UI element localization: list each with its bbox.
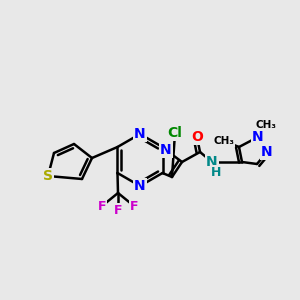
Text: Cl: Cl — [168, 126, 182, 140]
Text: F: F — [98, 200, 106, 212]
Text: N: N — [261, 145, 273, 159]
Text: CH₃: CH₃ — [214, 136, 235, 146]
Text: F: F — [114, 203, 122, 217]
Text: N: N — [134, 179, 146, 193]
Text: N: N — [160, 143, 172, 157]
Text: S: S — [43, 169, 53, 183]
Text: N: N — [252, 130, 264, 144]
Text: F: F — [130, 200, 138, 212]
Text: H: H — [211, 166, 221, 178]
Text: O: O — [191, 130, 203, 144]
Text: CH₃: CH₃ — [256, 120, 277, 130]
Text: N: N — [134, 127, 146, 141]
Text: N: N — [206, 155, 218, 169]
